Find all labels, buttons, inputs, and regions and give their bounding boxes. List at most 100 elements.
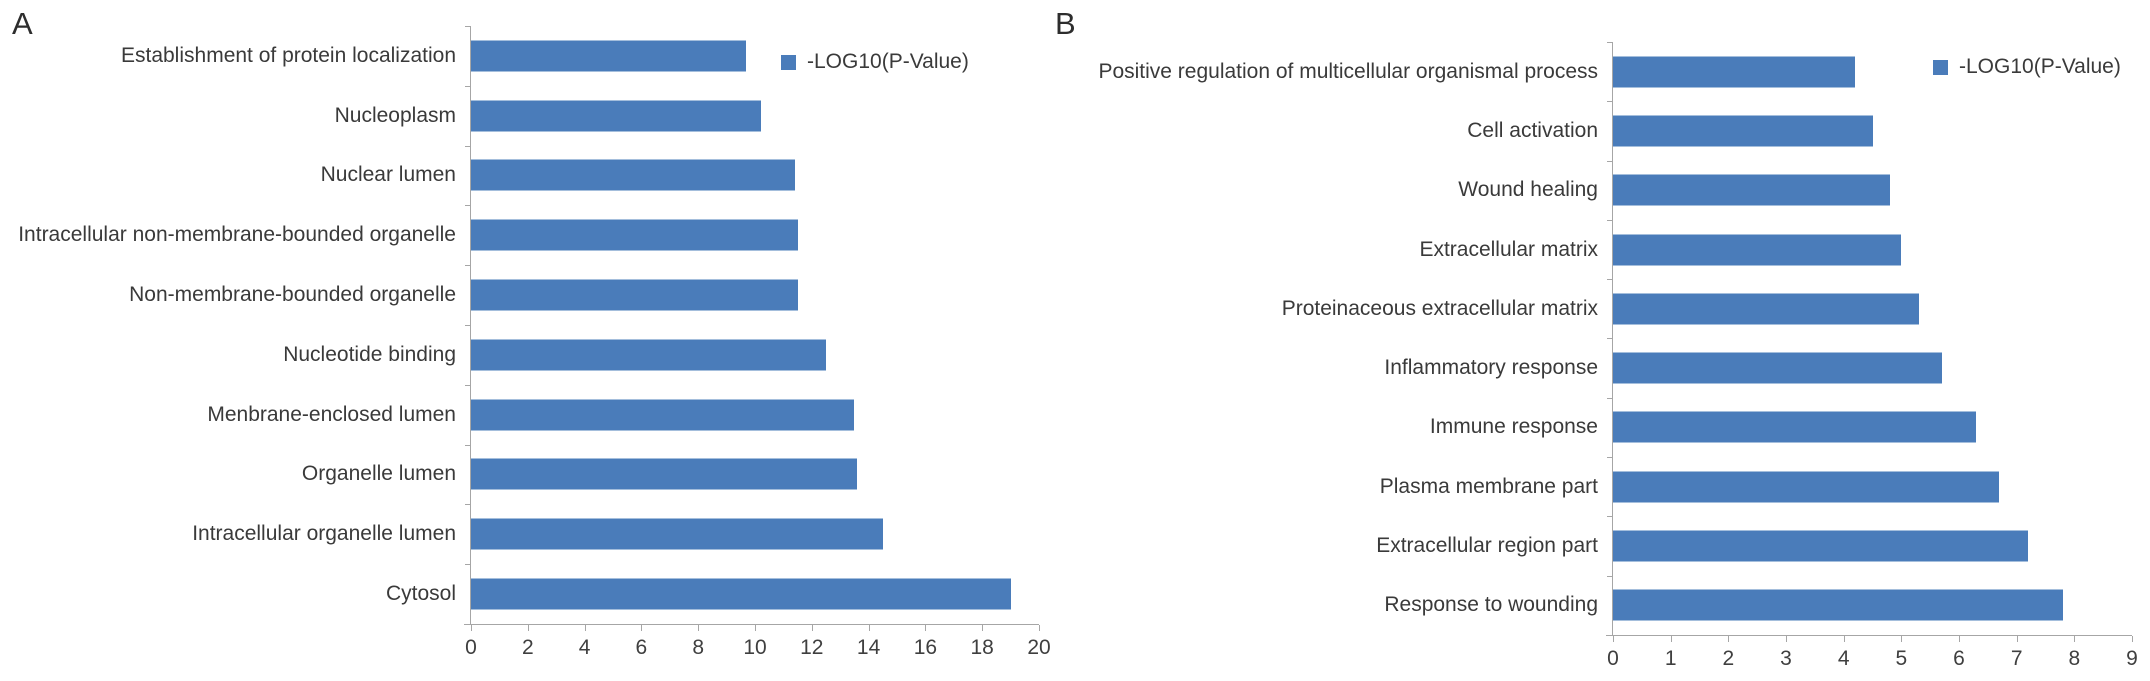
- bar: [471, 518, 883, 550]
- x-tick-label: 8: [2068, 647, 2081, 670]
- x-tick-mark: [2132, 636, 2133, 642]
- bar-track: [471, 146, 1039, 206]
- category-label: Proteinaceous extracellular matrix: [1281, 296, 1598, 320]
- bars-area: Positive regulation of multicellular org…: [1098, 42, 2132, 635]
- legend: -LOG10(P-Value): [1933, 55, 2121, 79]
- x-tick-mark: [471, 625, 472, 631]
- x-tick-mark: [2074, 636, 2076, 642]
- bars-area: Establishment of protein localization Nuc…: [18, 26, 1039, 624]
- x-tick-label: 0: [465, 636, 477, 659]
- bar-track: [1613, 398, 2132, 457]
- bar-row: Non-membrane-bounded organelle: [129, 265, 1039, 325]
- x-tick-mark: [2016, 636, 2018, 642]
- bar: [471, 159, 795, 191]
- bar-track: [471, 26, 1039, 86]
- bar: [1613, 411, 1977, 443]
- bar-track: [471, 385, 1039, 445]
- bar-row: Proteinaceous extracellular matrix: [1282, 279, 2132, 338]
- bar-track: [471, 564, 1039, 624]
- category-label: Wound healing: [1458, 178, 1598, 202]
- category-label: Positive regulation of multicellular org…: [1098, 59, 1598, 83]
- bar-row: Response to wounding: [1384, 575, 2132, 635]
- panel-a-letter: A: [12, 6, 34, 41]
- x-tick-label: 18: [970, 636, 994, 659]
- bar-track: [471, 445, 1039, 505]
- panel-a: A Establishment of protein localization N…: [12, 6, 1051, 659]
- bar: [471, 399, 855, 431]
- x-tick-label: 8: [692, 636, 705, 659]
- panel-b-letter: B: [1055, 6, 1077, 41]
- bar-row: Nucleoplasm: [335, 85, 1039, 146]
- bar-track: [1613, 42, 2132, 101]
- bar-track: [471, 205, 1039, 265]
- bar: [1613, 115, 1873, 147]
- x-tick-mark: [1843, 636, 1845, 642]
- x-tick-label: 6: [635, 636, 648, 659]
- bar-row: Intracellular non-membrane-bounded organ…: [18, 205, 1039, 265]
- x-tick-mark: [1901, 636, 1903, 642]
- bar: [471, 339, 826, 371]
- bar-row: Extracellular matrix: [1419, 219, 2132, 279]
- x-tick-mark: [584, 625, 586, 631]
- bar-track: [1613, 101, 2132, 160]
- bar-row: Nuclear lumen: [321, 145, 1039, 206]
- category-label: Nucleotide binding: [283, 342, 456, 366]
- x-tick-label: 4: [1837, 647, 1850, 670]
- bar-row: Cell activation: [1467, 101, 2132, 160]
- x-tick-mark: [1959, 636, 1960, 642]
- bar: [1613, 234, 1902, 266]
- bar-track: [1613, 279, 2132, 338]
- bar: [1613, 174, 1890, 206]
- bar: [471, 100, 761, 132]
- bar: [1613, 589, 2063, 621]
- x-tick-mark: [1613, 636, 1614, 642]
- category-label: Nucleoplasm: [334, 103, 456, 127]
- x-tick-label: 7: [2010, 647, 2023, 670]
- x-tick-label: 16: [913, 636, 938, 659]
- bar: [1613, 352, 1942, 384]
- x-tick-label: 1: [1664, 647, 1677, 670]
- bar: [471, 578, 1011, 610]
- bar: [1613, 293, 1919, 325]
- x-tick-mark: [755, 625, 756, 631]
- category-label: Organelle lumen: [301, 462, 456, 486]
- panel-b: B Positive regulation of multicellular o…: [1055, 0, 2150, 681]
- bar: [471, 458, 858, 490]
- x-axis: 0 2 4 6 8 10 12 14 16 18 20: [465, 624, 1051, 674]
- category-label: Plasma membrane part: [1379, 474, 1598, 498]
- x-tick-label: 2: [521, 636, 534, 659]
- bar-track: [471, 325, 1039, 385]
- x-tick-mark: [868, 625, 870, 631]
- category-label: Inflammatory response: [1384, 356, 1598, 380]
- x-tick-label: 4: [578, 636, 591, 659]
- category-label: Menbrane-enclosed lumen: [207, 402, 456, 426]
- x-tick-label: 3: [1780, 647, 1792, 670]
- legend-label: -LOG10(P-Value): [807, 50, 969, 73]
- x-tick-label: 14: [856, 636, 881, 659]
- bar-row: Organelle lumen: [302, 444, 1039, 505]
- category-label: Nuclear lumen: [320, 163, 456, 187]
- x-tick-label: 2: [1722, 647, 1735, 670]
- category-label: Cytosol: [385, 582, 456, 606]
- bar-chart-a: Establishment of protein localization Nuc…: [18, 26, 1051, 659]
- bar-track: [471, 504, 1039, 564]
- x-tick-label: 6: [1953, 647, 1965, 670]
- legend: -LOG10(P-Value): [781, 50, 969, 74]
- category-label: Immune response: [1429, 415, 1598, 439]
- x-tick-label: 0: [1607, 647, 1619, 670]
- x-tick-mark: [1786, 636, 1787, 642]
- bar: [471, 219, 798, 251]
- x-tick-mark: [982, 625, 984, 631]
- category-label: Establishment of protein localization: [120, 43, 456, 67]
- bar: [1613, 530, 2029, 562]
- legend-swatch-icon: [1933, 59, 1948, 75]
- bar-row: Cytosol: [386, 564, 1039, 624]
- x-tick-mark: [641, 625, 643, 631]
- bar-track: [1613, 338, 2132, 397]
- legend-swatch-icon: [781, 54, 796, 70]
- bar-row: Intracellular organelle lumen: [192, 504, 1039, 564]
- category-label: Non-membrane-bounded organelle: [129, 283, 456, 307]
- legend-label: -LOG10(P-Value): [1959, 55, 2121, 78]
- x-tick-mark: [811, 625, 813, 631]
